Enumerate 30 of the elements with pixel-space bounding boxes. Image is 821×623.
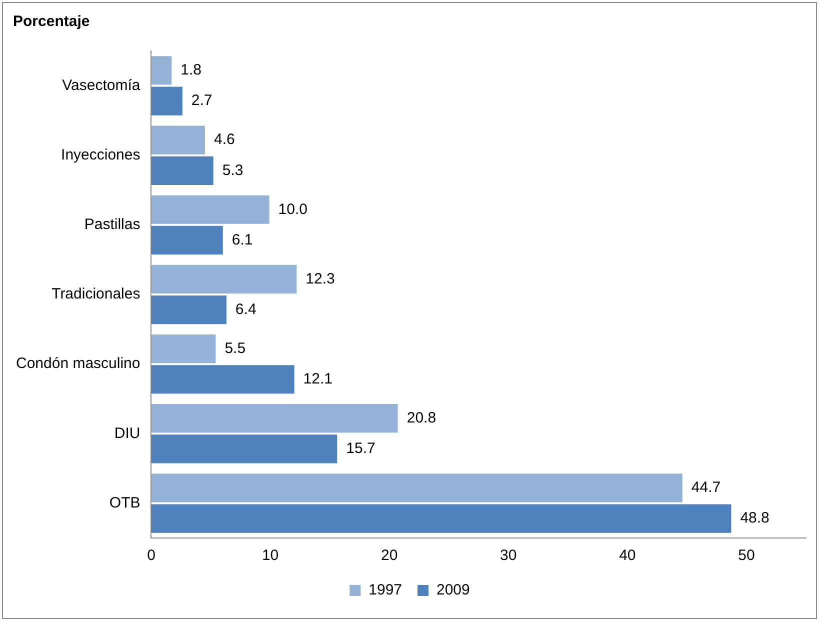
data-label: 48.8 (740, 510, 770, 527)
x-tick-label: 40 (619, 547, 636, 564)
data-label: 12.3 (306, 270, 335, 288)
y-tick-label: Pastillas (84, 216, 140, 234)
data-label: 2.7 (191, 92, 212, 110)
y-tick-label: Inyecciones (61, 146, 140, 164)
data-label: 12.1 (303, 370, 332, 388)
x-tick-label: 50 (738, 547, 755, 564)
y-tick-label: DIU (114, 424, 140, 442)
x-tick-label: 10 (262, 547, 279, 564)
chart-title: Porcentaje (13, 13, 90, 30)
y-tick-label: Tradicionales (52, 286, 140, 303)
data-label: 44.7 (691, 479, 721, 496)
y-tick-label: Vasectomía (62, 76, 141, 94)
legend-label: 1997 (368, 582, 402, 599)
y-tick-label: Condón masculino (16, 355, 140, 372)
data-label: 6.4 (235, 300, 256, 318)
x-tick-label: 20 (380, 547, 398, 564)
legend-label: 2009 (436, 582, 470, 599)
x-tick-label: 0 (147, 547, 156, 564)
data-label: 5.5 (224, 340, 246, 357)
y-tick-label: OTB (109, 494, 140, 512)
data-label: 10.0 (278, 200, 308, 218)
data-label: 20.8 (406, 409, 436, 426)
data-label: 1.8 (180, 62, 202, 79)
data-label: 15.7 (346, 440, 376, 458)
data-label: 6.1 (232, 231, 253, 248)
x-tick-label: 30 (500, 547, 517, 564)
data-label: 4.6 (214, 131, 235, 148)
data-label: 5.3 (222, 162, 244, 179)
